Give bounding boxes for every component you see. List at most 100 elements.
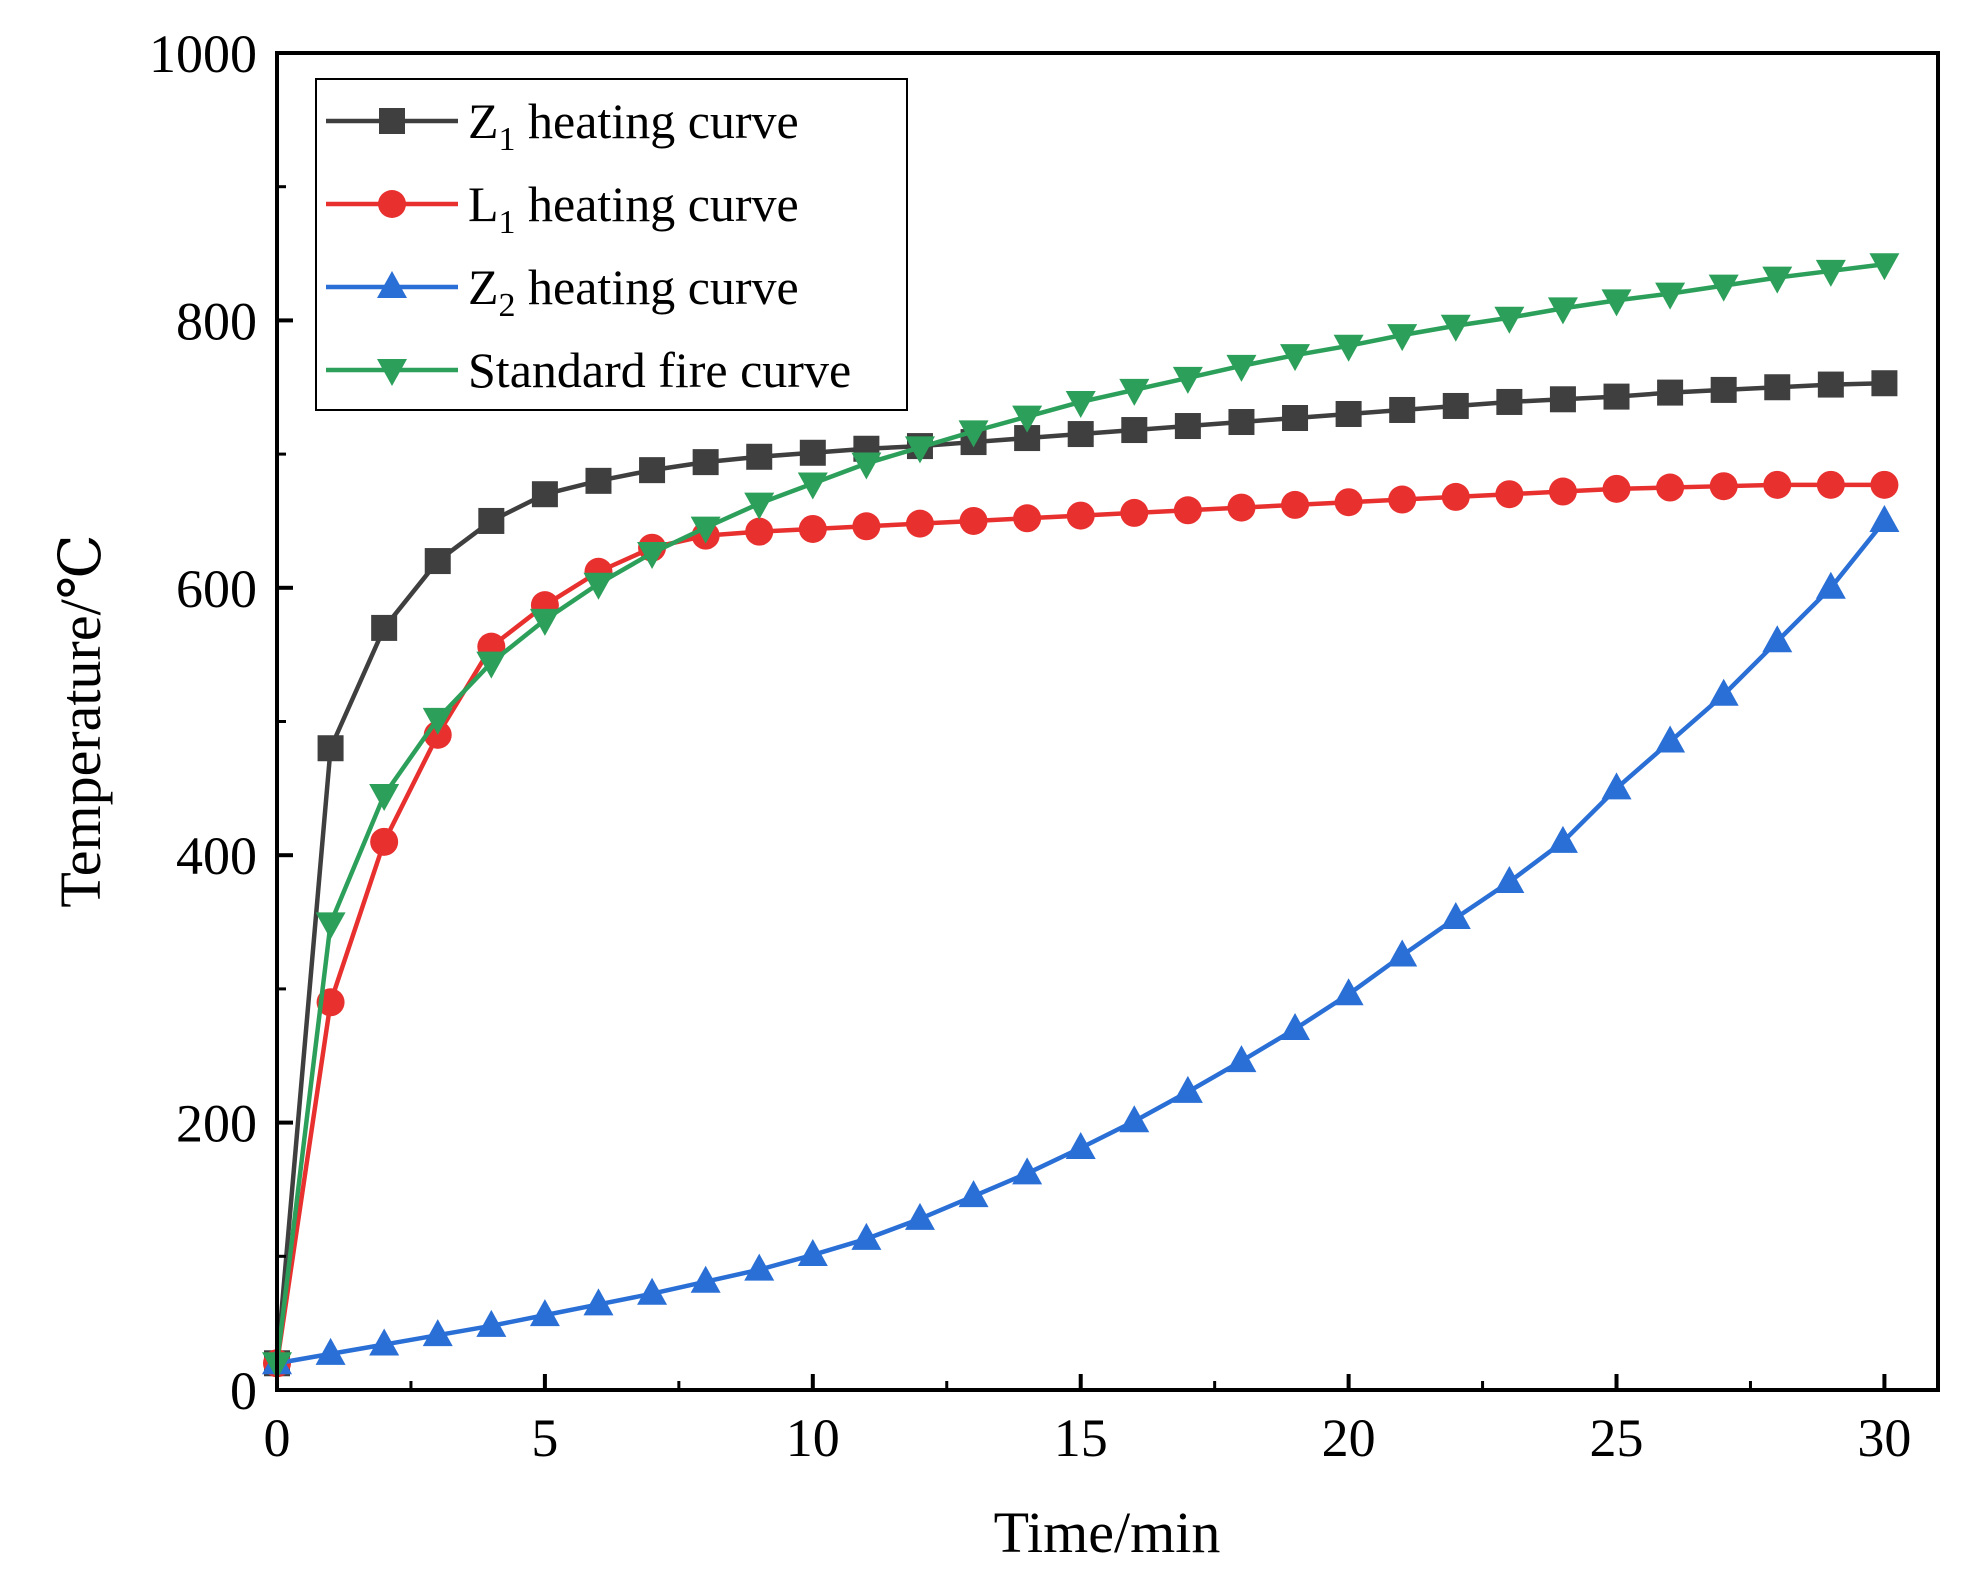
data-point-standard-fire-curve (1012, 405, 1043, 433)
data-point-standard-fire-curve (1440, 314, 1471, 342)
data-point-z2-heating-curve (1012, 1157, 1043, 1185)
data-point-standard-fire-curve (1333, 334, 1364, 362)
data-point-z2-heating-curve (637, 1277, 668, 1305)
data-point-standard-fire-curve (1226, 354, 1257, 382)
data-point-z2-heating-curve (1280, 1013, 1311, 1041)
data-point-z1-heating-curve (692, 449, 719, 476)
legend-marker (379, 108, 405, 134)
data-point-z2-heating-curve (1708, 678, 1739, 706)
x-tick-label: 20 (1322, 1408, 1376, 1468)
legend-marker (377, 359, 407, 386)
data-point-z1-heating-curve (1442, 392, 1469, 419)
legend-item-z1-heating-curve: Z1 heating curve (326, 93, 799, 158)
legend: Z1 heating curve L1 heating curve Z2 heati… (315, 78, 908, 411)
data-point-z2-heating-curve (904, 1202, 935, 1230)
legend-label: Z1 heating curve (468, 93, 799, 158)
data-point-z1-heating-curve (799, 439, 826, 466)
data-point-z2-heating-curve (797, 1238, 828, 1266)
data-point-z2-heating-curve (1333, 978, 1364, 1006)
y-tick-label: 800 (176, 291, 257, 351)
legend-item-z2-heating-curve: Z2 heating curve (326, 259, 799, 324)
data-point-z2-heating-curve (851, 1222, 882, 1250)
y-tick-label: 200 (176, 1094, 257, 1154)
data-point-z1-heating-curve (1335, 400, 1362, 427)
data-point-standard-fire-curve (1815, 259, 1846, 287)
data-point-z2-heating-curve (1387, 939, 1418, 967)
data-point-z2-heating-curve (1655, 725, 1686, 753)
legend-label: Z2 heating curve (468, 259, 799, 324)
data-point-z1-heating-curve (1603, 383, 1630, 410)
data-point-z1-heating-curve (1549, 386, 1576, 413)
data-point-z2-heating-curve (422, 1319, 453, 1347)
data-point-z2-heating-curve (315, 1337, 346, 1365)
data-point-z1-heating-curve (1282, 405, 1309, 432)
data-point-z1-heating-curve (1496, 388, 1523, 415)
data-point-standard-fire-curve (1172, 366, 1203, 394)
series-layer (262, 253, 1900, 1380)
data-point-standard-fire-curve (744, 492, 775, 520)
data-point-standard-fire-curve (1280, 344, 1311, 372)
data-point-standard-fire-curve (1601, 289, 1632, 317)
data-point-z1-heating-curve (639, 457, 666, 484)
data-point-z2-heating-curve (1601, 772, 1632, 800)
data-point-standard-fire-curve (1119, 378, 1150, 406)
y-tick-label: 1000 (149, 24, 257, 84)
data-point-l1-heating-curve (1334, 488, 1363, 517)
data-point-z2-heating-curve (529, 1299, 560, 1327)
data-point-standard-fire-curve (1869, 253, 1900, 281)
data-point-z2-heating-curve (1119, 1105, 1150, 1133)
data-point-standard-fire-curve (1387, 324, 1418, 352)
data-point-standard-fire-curve (583, 572, 614, 600)
y-tick-label: 400 (176, 826, 257, 886)
data-point-z2-heating-curve (690, 1265, 721, 1293)
data-point-z2-heating-curve (583, 1288, 614, 1316)
data-point-l1-heating-curve (745, 517, 774, 546)
data-point-z1-heating-curve (478, 507, 505, 534)
data-point-standard-fire-curve (958, 420, 989, 448)
data-point-z1-heating-curve (1764, 374, 1791, 401)
data-point-l1-heating-curve (370, 827, 399, 856)
data-point-l1-heating-curve (1495, 480, 1524, 509)
data-point-z2-heating-curve (1065, 1132, 1096, 1160)
data-point-z1-heating-curve (746, 443, 773, 470)
y-tick-label: 600 (176, 559, 257, 619)
legend-item-l1-heating-curve: L1 heating curve (326, 176, 799, 241)
data-point-l1-heating-curve (1870, 470, 1899, 499)
data-point-standard-fire-curve (476, 651, 507, 679)
legend-marker (377, 271, 407, 298)
data-point-standard-fire-curve (315, 912, 346, 940)
x-tick-label: 5 (531, 1408, 558, 1468)
x-axis-title: Time/min (994, 1500, 1221, 1565)
data-point-l1-heating-curve (798, 514, 827, 543)
data-point-z2-heating-curve (369, 1328, 400, 1356)
data-point-l1-heating-curve (1388, 485, 1417, 514)
data-point-standard-fire-curve (690, 516, 721, 544)
data-point-z1-heating-curve (1817, 371, 1844, 398)
data-point-l1-heating-curve (905, 509, 934, 538)
data-point-z1-heating-curve (1657, 379, 1684, 406)
data-point-z2-heating-curve (1440, 902, 1471, 930)
data-point-standard-fire-curve (851, 452, 882, 480)
data-point-standard-fire-curve (904, 436, 935, 464)
legend-marker (378, 190, 406, 218)
data-point-l1-heating-curve (1816, 470, 1845, 499)
data-point-l1-heating-curve (1013, 504, 1042, 533)
legend-box (315, 78, 908, 411)
data-point-z1-heating-curve (1121, 417, 1148, 444)
data-point-z2-heating-curve (744, 1253, 775, 1281)
legend-item-standard-fire-curve: Standard fire curve (326, 342, 851, 398)
data-point-standard-fire-curve (422, 707, 453, 735)
data-point-l1-heating-curve (1602, 474, 1631, 503)
data-point-z2-heating-curve (1815, 571, 1846, 599)
legend-label: Standard fire curve (468, 342, 851, 398)
data-point-standard-fire-curve (1547, 297, 1578, 325)
x-tick-label: 15 (1054, 1408, 1108, 1468)
data-point-z1-heating-curve (531, 481, 558, 508)
data-point-l1-heating-curve (1656, 473, 1685, 502)
x-tick-label: 30 (1857, 1408, 1911, 1468)
legend-label: L1 heating curve (468, 176, 799, 241)
x-tick-label: 0 (264, 1408, 291, 1468)
data-point-standard-fire-curve (1655, 282, 1686, 310)
